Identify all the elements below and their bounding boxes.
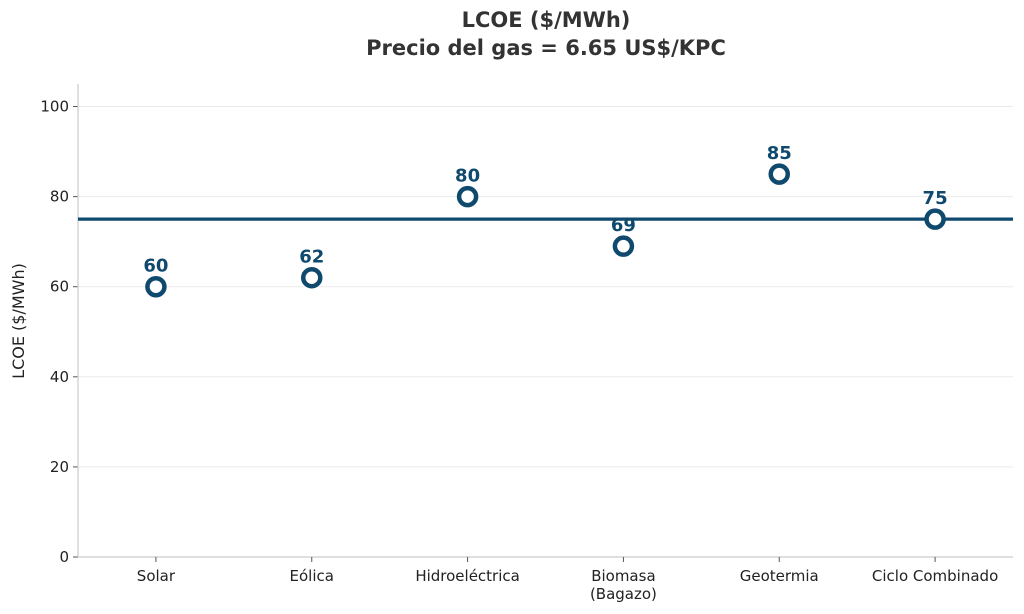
x-tick-label: Ciclo Combinado (872, 567, 998, 585)
data-labels: 60 62 80 69 85 75 (143, 143, 947, 277)
y-tick-label: 20 (50, 458, 69, 476)
axes: 0 20 40 60 80 100 Solar Eólica Hidroeléctrica Bio… (40, 84, 1013, 603)
y-axis-label: LCOE ($/MWh) (9, 263, 28, 379)
data-point (145, 275, 167, 298)
y-tick-label: 80 (50, 188, 69, 206)
data-label: 62 (299, 247, 324, 268)
x-tick-label: Hidroeléctrica (415, 567, 520, 585)
x-tick-label: Biomasa (Bagazo) (590, 567, 657, 603)
data-point (612, 235, 635, 257)
y-tick-label: 0 (59, 548, 69, 566)
data-label: 85 (767, 143, 792, 164)
grid-lines (78, 106, 1013, 468)
data-point (924, 208, 946, 230)
x-tick-label: Solar (137, 567, 176, 585)
y-tick-label: 100 (40, 98, 69, 116)
y-tick-label: 40 (50, 368, 69, 386)
data-label: 69 (611, 215, 636, 236)
data-label: 60 (143, 256, 168, 277)
y-tick-label: 60 (50, 278, 69, 296)
data-label: 75 (923, 188, 948, 209)
x-tick-label: Eólica (290, 567, 334, 585)
data-point (768, 163, 790, 185)
data-point (456, 185, 479, 208)
chart-title: LCOE ($/MWh) (462, 8, 631, 32)
data-label: 80 (455, 166, 480, 187)
data-point (301, 266, 323, 289)
chart-subtitle: Precio del gas = 6.65 US$/KPC (366, 36, 726, 60)
x-tick-label: Geotermia (740, 567, 819, 585)
data-points (145, 163, 946, 298)
